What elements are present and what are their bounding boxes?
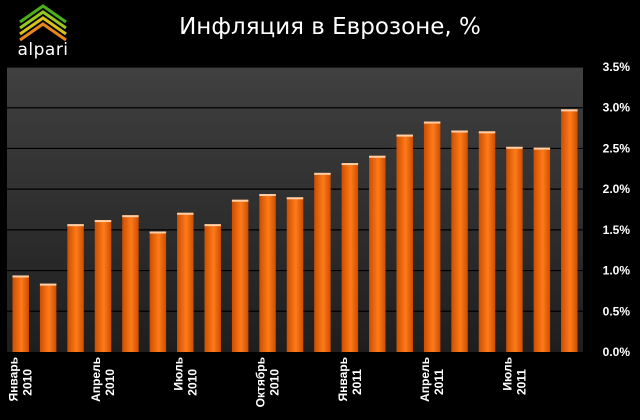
bar-highlight <box>423 121 441 124</box>
y-tick-label: 0.5% <box>603 304 631 318</box>
x-tick-year: 2010 <box>21 369 35 396</box>
x-tick-month: Апрель <box>89 357 103 402</box>
bar-highlight <box>286 197 304 200</box>
y-tick-label: 2.5% <box>603 141 631 155</box>
logo-text: alpari <box>17 40 69 60</box>
x-tick-month: Июль <box>500 357 514 391</box>
x-tick-month: Апрель <box>418 357 432 402</box>
bar-highlight <box>39 283 57 286</box>
x-tick-label: Январь 2010 <box>7 357 35 401</box>
bar-highlight <box>451 130 468 133</box>
x-tick-label: Апрель 2011 <box>418 357 446 402</box>
bar <box>67 224 84 352</box>
bar <box>506 146 523 352</box>
bar <box>12 275 29 352</box>
bar-highlight <box>478 131 496 134</box>
bar-highlight <box>314 172 331 175</box>
x-tick-label: Октябрь 2010 <box>254 357 282 407</box>
bar <box>204 224 221 352</box>
bar-highlight <box>149 231 167 234</box>
bar-highlight <box>231 199 249 202</box>
bar <box>286 197 304 352</box>
bar <box>94 220 112 352</box>
bar-highlight <box>259 194 276 197</box>
x-tick-label: Июль 2011 <box>500 357 528 395</box>
bar-highlight <box>341 163 359 166</box>
y-tick-label: 3.0% <box>603 101 631 115</box>
bar-highlight <box>561 109 578 112</box>
bar <box>122 215 139 352</box>
bar <box>39 283 57 352</box>
alpari-logo: alpari <box>6 2 80 62</box>
y-tick-label: 0.0% <box>603 345 631 359</box>
y-tick-label: 1.5% <box>603 223 631 237</box>
x-tick-year: 2010 <box>185 369 199 396</box>
bar-highlight <box>122 215 139 218</box>
logo-chevrons-icon <box>19 4 67 42</box>
bar-highlight <box>396 134 413 137</box>
x-tick-label: Январь 2011 <box>336 357 364 401</box>
y-tick-label: 1.0% <box>603 264 631 278</box>
y-tick-label: 3.5% <box>603 60 631 74</box>
bar <box>177 212 194 352</box>
bar <box>369 155 386 352</box>
chart-title: Инфляция в Еврозоне, % <box>179 14 481 40</box>
x-tick-label: Июль 2010 <box>171 357 199 396</box>
bar <box>396 134 413 352</box>
bar <box>533 147 551 352</box>
x-tick-year: 2011 <box>350 369 364 395</box>
x-tick-year: 2011 <box>514 369 528 395</box>
bar <box>423 121 441 352</box>
bar-highlight <box>369 155 386 158</box>
y-tick-label: 2.0% <box>603 182 631 196</box>
bar-highlight <box>533 147 551 150</box>
x-tick-month: Январь <box>7 357 21 401</box>
bar-highlight <box>67 224 84 227</box>
bar-highlight <box>177 212 194 215</box>
bar-highlight <box>204 224 221 227</box>
bar-highlight <box>12 275 29 278</box>
x-tick-year: 2010 <box>103 369 117 396</box>
x-tick-year: 2011 <box>432 369 446 395</box>
x-tick-month: Июль <box>171 357 185 391</box>
bar <box>561 109 578 352</box>
x-tick-month: Январь <box>336 357 350 401</box>
bar <box>478 131 496 352</box>
bar <box>149 231 167 352</box>
bar <box>314 172 331 352</box>
x-tick-label: Апрель 2010 <box>89 357 117 402</box>
bar <box>341 163 359 352</box>
bar <box>259 194 276 352</box>
bar-highlight <box>506 146 523 149</box>
bar <box>451 130 468 352</box>
bar-highlight <box>94 220 112 223</box>
x-tick-year: 2010 <box>268 369 282 396</box>
bar <box>231 199 249 352</box>
x-tick-month: Октябрь <box>254 357 268 407</box>
